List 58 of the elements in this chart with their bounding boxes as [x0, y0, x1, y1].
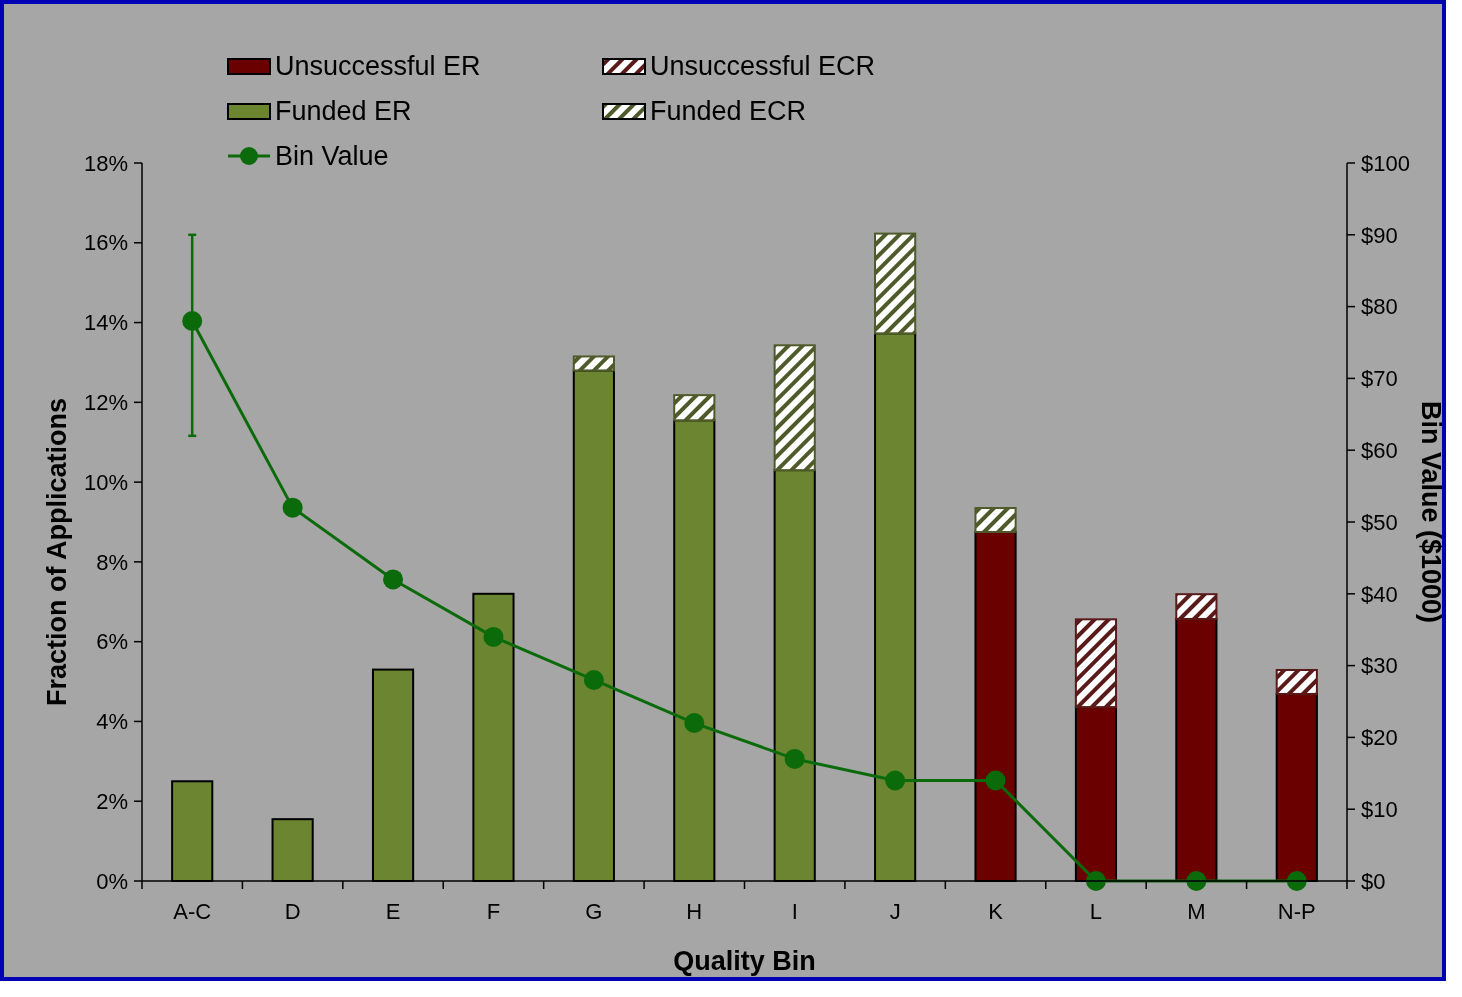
point: [383, 569, 404, 590]
x-tick-label: F: [486, 899, 501, 924]
x-tick-label: N-P: [1277, 899, 1316, 924]
bar: [874, 232, 917, 335]
y-tick-label: 14%: [83, 310, 128, 336]
y-tick-label: 10%: [83, 469, 128, 495]
bar: [1275, 668, 1318, 695]
x-tick-label: M: [1187, 899, 1206, 924]
point: [985, 770, 1006, 791]
y2-tick-label: $50: [1361, 509, 1398, 535]
y2-tick-label: $10: [1361, 796, 1398, 822]
x-tick-label: A-C: [173, 899, 212, 924]
legend-label: Unsuccessful ECR: [650, 51, 876, 81]
point: [885, 770, 906, 791]
y2-tick-label: $100: [1361, 150, 1410, 176]
legend-label: Bin Value: [275, 141, 389, 171]
point: [684, 713, 705, 734]
point: [784, 748, 805, 769]
y2-tick-label: $60: [1361, 437, 1398, 463]
y-tick-label: 2%: [96, 788, 128, 814]
point: [182, 310, 203, 331]
x-tick-label: K: [988, 899, 1004, 924]
y2-tick-label: $0: [1361, 868, 1386, 894]
x-tick-label: L: [1089, 899, 1103, 924]
x-tick-label: J: [889, 899, 901, 924]
point: [583, 669, 604, 690]
y2-tick-label: $30: [1361, 653, 1398, 679]
bar: [572, 355, 615, 372]
x-tick-label: D: [284, 899, 301, 924]
y2-tick-label: $80: [1361, 294, 1398, 320]
legend-label: Funded ECR: [650, 96, 807, 126]
y-axis-title: Fraction of Applications: [42, 397, 72, 707]
y-tick-label: 18%: [83, 150, 128, 176]
bar: [1074, 618, 1118, 709]
x-axis-title: Quality Bin: [673, 946, 816, 976]
bar: [773, 344, 816, 472]
y2-tick-label: $40: [1361, 581, 1398, 607]
y-tick-label: 12%: [83, 390, 128, 416]
y-tick-label: 4%: [96, 709, 128, 735]
x-tick-label: E: [385, 899, 401, 924]
x-tick-label: G: [585, 899, 603, 924]
y2-tick-label: $90: [1361, 222, 1398, 248]
y-tick-label: 16%: [83, 230, 128, 256]
point: [282, 497, 303, 518]
bar: [1175, 593, 1218, 620]
y2-tick-label: $70: [1361, 366, 1398, 392]
y2-tick-label: $20: [1361, 725, 1398, 751]
bar: [974, 507, 1017, 533]
y-tick-label: 0%: [96, 868, 128, 894]
y2-axis-title: Bin Value ($1000): [1416, 400, 1446, 624]
legend-label: Unsuccessful ER: [275, 51, 481, 81]
point: [483, 626, 504, 647]
legend-label: Funded ER: [275, 96, 412, 126]
x-tick-label: H: [686, 899, 703, 924]
y-tick-label: 6%: [96, 629, 128, 655]
y-tick-label: 8%: [96, 549, 128, 575]
bar: [673, 394, 716, 422]
x-tick-label: I: [791, 899, 798, 924]
